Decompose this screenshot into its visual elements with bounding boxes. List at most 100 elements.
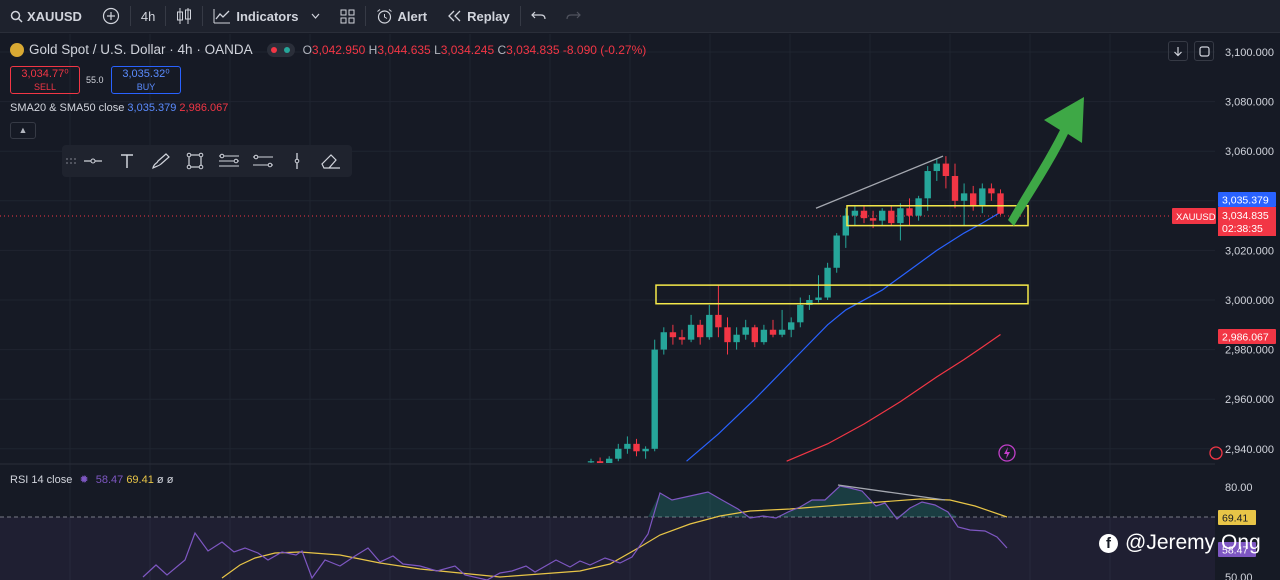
close-price-text: 3,034.835 [1222,210,1269,222]
candle-body [797,304,804,323]
buy-button[interactable]: 3,035.32⁰ BUY [111,66,181,94]
up-arrow-annotation [1008,97,1084,226]
candle [924,166,931,211]
price-chart[interactable]: 2,940.000 2,960.000 2,980.000 3,000.000 3,02… [0,34,1280,580]
close-price-tag-bg [1218,207,1276,236]
sell-button[interactable]: 3,034.77⁰ SELL [10,66,80,94]
candle [697,319,704,345]
candles-icon [177,8,192,24]
rsi-legend[interactable]: RSI 14 close ✹ 58.47 69.41 ø ø [10,473,173,486]
sma-legend[interactable]: SMA20 & SMA50 close 3,035.379 2,986.067 [10,102,228,114]
layouts-button[interactable] [330,0,365,33]
low-value: 3,034.245 [440,43,495,57]
drawing-toolbar [62,145,352,177]
candle-body [815,297,822,300]
compare-button[interactable] [92,0,130,33]
rsi-extra-value: ø [166,474,174,486]
parallel-channel-tool[interactable] [212,145,246,177]
chevron-down-icon [311,13,319,19]
toolbar-divider [364,6,366,26]
candle-body [979,188,986,206]
chevron-up-icon: ▲ [18,125,28,135]
fullscreen-button[interactable] [1194,41,1214,61]
candle [806,295,813,310]
moving-averages [686,211,1001,462]
rsi-extra-value: ø [156,474,164,486]
brush-tool[interactable] [144,145,178,177]
candle-body [778,329,786,335]
trendline-group [815,155,944,209]
buy-price: 3,035.32⁰ [122,68,170,80]
candle [651,339,658,452]
candle-body [860,210,868,219]
top-toolbar: XAUUSD 4h Indicators Alert Replay [0,0,1280,33]
candle [669,324,677,345]
rectangle-tool[interactable] [178,145,212,177]
candle [778,309,786,338]
legend-status-toggle[interactable] [266,43,295,57]
watermark-text: @Jeremy Ong [1125,531,1261,554]
add-circle-icon [102,7,120,25]
candle [751,324,758,348]
redo-button[interactable] [556,0,591,33]
collapse-legend-button[interactable]: ▲ [10,122,36,139]
candle [606,456,613,463]
sma20-line [686,211,1001,462]
rsi-ma-tag-bg [1218,510,1256,525]
lower-support-zone [655,284,1029,305]
candle-body [751,327,758,343]
sell-label: SELL [33,82,57,92]
sma50-price-tag: 2,986.067 [1218,329,1276,344]
candle [879,208,886,226]
eraser-icon [321,154,340,169]
lightning-icon[interactable] [998,444,1016,462]
text-tool[interactable] [110,145,144,177]
interval-button[interactable]: 4h [140,8,156,24]
download-button[interactable] [1168,41,1188,61]
sma50-value: 2,986.067 [179,102,229,114]
rewind-icon [448,10,461,22]
candle-body [906,208,913,216]
rsi-settings-icon[interactable]: ✹ [79,474,89,486]
range-icon [253,154,273,168]
candle [897,203,904,241]
candle [742,319,749,340]
rsi-tick-label: 80.00 [1225,482,1253,494]
rsi-tag-text: 58.47 [1222,545,1248,557]
countdown-text: 02:38:35 [1222,223,1263,235]
candle-body [678,337,686,340]
candle [997,189,1004,216]
alert-button[interactable]: Alert [366,0,438,33]
drag-handle[interactable] [62,145,76,177]
symbol-tag-text: XAUUSD [1176,212,1216,223]
undo-button[interactable] [521,0,556,33]
candle-body [960,193,968,201]
rsi-overbought-fill [648,486,958,517]
eraser-tool[interactable] [314,145,348,177]
candle-body [687,324,695,340]
candle [815,275,822,303]
candle-body [633,443,640,452]
rsi-label: RSI 14 close [10,474,73,486]
facebook-icon: f [1099,533,1118,553]
rsi-divergence-line [837,484,946,501]
rsi-ma-tag: 69.41 [1218,510,1256,525]
candle [988,183,995,201]
chart-type-button[interactable] [166,0,202,33]
price-tick-label: 3,080.000 [1225,97,1274,109]
vertical-line-tool[interactable] [280,145,314,177]
price-tick-label: 2,980.000 [1225,345,1274,357]
horizontal-line-icon [84,158,102,164]
rsi-ma-value: 69.41 [126,474,154,486]
price-range-tool[interactable] [246,145,280,177]
candle [888,205,895,226]
symbol-tag: XAUUSD [1172,208,1216,224]
candle-body [824,267,831,298]
horizontal-line-tool[interactable] [76,145,110,177]
candle-body [842,215,849,236]
indicators-button[interactable]: Indicators [203,0,329,33]
event-marker-icon[interactable] [1209,446,1223,460]
replay-button[interactable]: Replay [437,0,520,33]
candle [788,317,795,338]
symbol-search[interactable]: XAUUSD [0,0,92,33]
